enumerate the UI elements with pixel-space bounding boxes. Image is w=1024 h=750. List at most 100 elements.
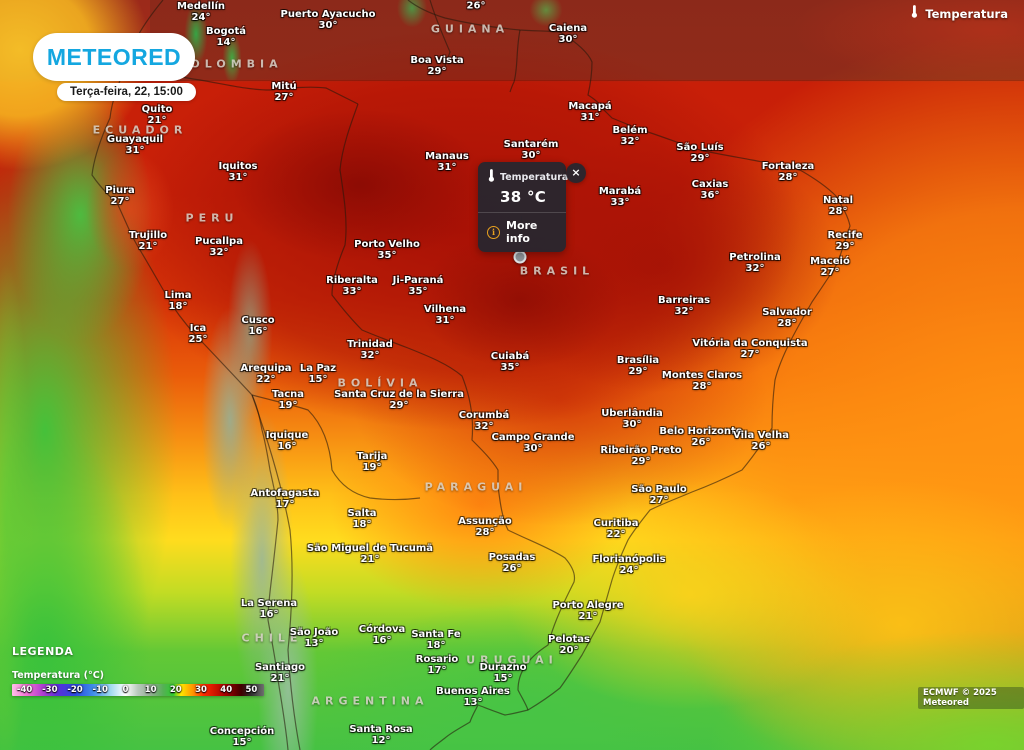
city-label: 26° bbox=[467, 1, 486, 12]
city-name: Petrolina bbox=[729, 252, 781, 263]
legend-tick: -20 bbox=[67, 685, 83, 695]
close-icon: × bbox=[571, 166, 581, 179]
city-label: Riberalta 33° bbox=[326, 275, 378, 297]
city-temperature: 22° bbox=[256, 374, 276, 385]
city-label: Ribeirão Preto 29° bbox=[600, 445, 681, 467]
tooltip-title: Temperatura bbox=[500, 172, 569, 183]
legend-tick: 10 bbox=[144, 685, 157, 695]
city-temperature: 16° bbox=[248, 326, 268, 337]
city-temperature: 36° bbox=[700, 190, 720, 201]
city-name: Caxias bbox=[691, 179, 729, 190]
city-label: Piura 27° bbox=[105, 185, 135, 207]
more-info-button[interactable]: i More info bbox=[478, 213, 566, 252]
city-temperature: 32° bbox=[620, 136, 640, 147]
city-label: Durazno 15° bbox=[480, 662, 527, 684]
city-label: Santa Rosa 12° bbox=[349, 724, 412, 746]
city-name: Ribeirão Preto bbox=[600, 445, 682, 456]
country-label: CHILE bbox=[241, 631, 303, 645]
info-icon: i bbox=[487, 225, 500, 239]
city-temperature: 20° bbox=[559, 645, 579, 656]
city-temperature: 27° bbox=[110, 196, 130, 207]
city-label: Campo Grande 30° bbox=[492, 432, 575, 454]
thermometer-icon bbox=[910, 5, 918, 22]
city-temperature: 29° bbox=[835, 241, 855, 252]
city-temperature: 29° bbox=[389, 400, 409, 411]
city-name: São João bbox=[289, 627, 339, 638]
city-temperature: 32° bbox=[474, 421, 494, 432]
city-name: Arequipa bbox=[240, 363, 292, 374]
city-temperature: 26° bbox=[751, 441, 771, 452]
legend-color-scale: -40 -30 -20 -10 0 10 20 30 40 50 bbox=[12, 684, 264, 696]
city-name: Campo Grande bbox=[491, 432, 575, 443]
city-temperature: 16° bbox=[259, 609, 279, 620]
city-temperature: 33° bbox=[342, 286, 362, 297]
city-temperature: 19° bbox=[362, 462, 382, 473]
city-name: Natal bbox=[822, 195, 854, 206]
city-temperature: 25° bbox=[188, 334, 208, 345]
city-name: Tacna bbox=[271, 389, 305, 400]
city-temperature: 19° bbox=[278, 400, 298, 411]
city-label: Vila Velha 26° bbox=[733, 430, 789, 452]
city-temperature: 32° bbox=[360, 350, 380, 361]
city-name: Corumbá bbox=[458, 410, 510, 421]
city-name: Assunção bbox=[458, 516, 512, 527]
city-label: Santa Fe 18° bbox=[411, 629, 460, 651]
city-name: Iquique bbox=[265, 430, 309, 441]
city-temperature: 27° bbox=[649, 495, 669, 506]
tooltip-close-button[interactable]: × bbox=[566, 163, 586, 183]
city-name: Curitiba bbox=[593, 518, 639, 529]
city-label: Assunção 28° bbox=[458, 516, 511, 538]
city-name: Maceió bbox=[810, 256, 850, 267]
city-name: Santa Fe bbox=[411, 629, 461, 640]
city-label: Natal 28° bbox=[823, 195, 853, 217]
city-name: Medellín bbox=[176, 1, 226, 12]
city-name: Ica bbox=[189, 323, 207, 334]
city-temperature: 17° bbox=[275, 499, 295, 510]
city-temperature: 18° bbox=[168, 301, 188, 312]
city-label: La Serena 16° bbox=[241, 598, 297, 620]
city-name: Macapá bbox=[568, 101, 612, 112]
city-temperature: 28° bbox=[828, 206, 848, 217]
legend-tick: -30 bbox=[42, 685, 58, 695]
city-name: Posadas bbox=[488, 552, 536, 563]
country-label: URUGUAI bbox=[466, 653, 558, 667]
city-name: Porto Alegre bbox=[552, 600, 624, 611]
city-name: Santarém bbox=[503, 139, 559, 150]
city-temperature: 28° bbox=[778, 172, 798, 183]
city-temperature: 15° bbox=[232, 737, 252, 748]
city-label: Concepción 15° bbox=[210, 726, 275, 748]
city-name: Salta bbox=[347, 508, 377, 519]
city-name: La Serena bbox=[240, 598, 298, 609]
city-temperature: 18° bbox=[352, 519, 372, 530]
city-temperature: 27° bbox=[274, 92, 294, 103]
city-name: Marabá bbox=[598, 186, 642, 197]
city-name: Piura bbox=[105, 185, 135, 196]
city-label: São Miguel de Tucumã 21° bbox=[307, 543, 433, 565]
city-temperature: 28° bbox=[692, 381, 712, 392]
city-label: Caiena 30° bbox=[549, 23, 587, 45]
city-label: Tarija 19° bbox=[357, 451, 388, 473]
city-name: Cuiabá bbox=[490, 351, 530, 362]
city-label: Córdova 16° bbox=[359, 624, 405, 646]
city-label: Fortaleza 28° bbox=[762, 161, 815, 183]
city-temperature: 27° bbox=[820, 267, 840, 278]
city-label: Belo Horizonte 26° bbox=[659, 426, 742, 448]
city-label: Recife 29° bbox=[828, 230, 863, 252]
city-name: Concepción bbox=[209, 726, 275, 737]
city-name: Tarija bbox=[356, 451, 388, 462]
city-temperature: 21° bbox=[138, 241, 158, 252]
city-label: Puerto Ayacucho 30° bbox=[281, 9, 376, 31]
city-name: Buenos Aires bbox=[436, 686, 510, 697]
city-label: Barreiras 32° bbox=[658, 295, 710, 317]
city-temperature: 21° bbox=[578, 611, 598, 622]
city-label: Lima 18° bbox=[165, 290, 192, 312]
layer-indicator[interactable]: Temperatura bbox=[910, 5, 1008, 22]
city-temperature: 13° bbox=[463, 697, 483, 708]
city-name: Santiago bbox=[254, 662, 306, 673]
country-label: PERU bbox=[185, 211, 239, 225]
city-label: Trujillo 21° bbox=[129, 230, 167, 252]
city-temperature: 28° bbox=[475, 527, 495, 538]
city-name: Antofagasta bbox=[250, 488, 320, 499]
city-temperature: 29° bbox=[631, 456, 651, 467]
